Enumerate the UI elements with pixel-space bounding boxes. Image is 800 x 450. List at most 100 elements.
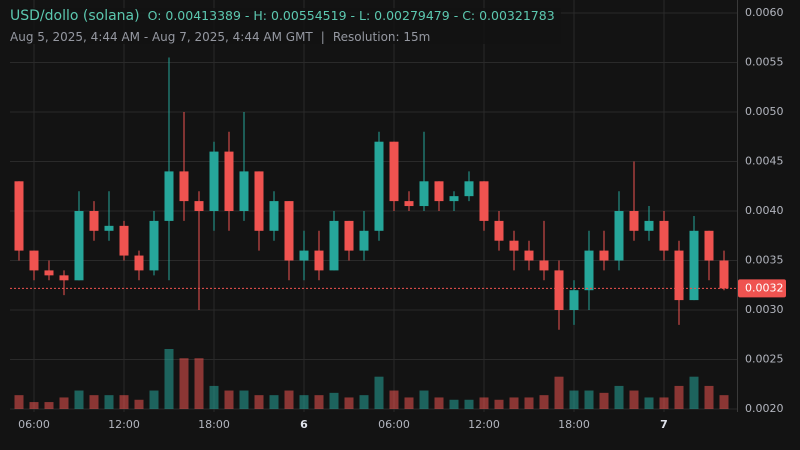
chart-header: USD/dollo (solana) O: 0.00413389 - H: 0.… xyxy=(10,8,561,44)
volume-bar xyxy=(569,390,579,409)
volume-bar xyxy=(524,397,534,409)
candle-body xyxy=(209,151,219,211)
candle-body xyxy=(269,201,279,231)
candle-body xyxy=(314,250,324,271)
candle-body xyxy=(164,171,174,221)
candle-body xyxy=(44,270,54,276)
candle-body xyxy=(674,250,684,301)
volume-bar xyxy=(44,402,54,409)
ohlc-row: USD/dollo (solana) O: 0.00413389 - H: 0.… xyxy=(10,8,555,24)
volume-bar xyxy=(89,395,99,409)
volume-bar xyxy=(149,390,159,409)
volume-bar xyxy=(134,399,144,409)
symbol: USD/dollo (solana) xyxy=(10,8,140,24)
volume-bar xyxy=(689,376,699,409)
volume-bar xyxy=(614,385,624,409)
volume-bar xyxy=(644,397,654,409)
x-tick-label: 12:00 xyxy=(468,418,500,431)
x-tick-label: 7 xyxy=(660,418,668,431)
candle-body xyxy=(539,260,549,271)
candle-body xyxy=(404,201,414,207)
y-tick-label: 0.0040 xyxy=(745,204,784,217)
separator: | xyxy=(320,30,325,44)
y-tick-label: 0.0045 xyxy=(745,155,784,168)
candle-body xyxy=(29,250,39,271)
candle-body xyxy=(359,230,369,251)
volume-bar xyxy=(494,399,504,409)
candle-body xyxy=(179,171,189,202)
candle-body xyxy=(254,171,264,231)
y-tick-label: 0.0030 xyxy=(745,303,784,316)
candle-body xyxy=(434,181,444,202)
candle-body xyxy=(239,171,249,211)
candle-body xyxy=(614,211,624,261)
resolution: Resolution: 15m xyxy=(332,30,431,44)
candle-body xyxy=(629,211,639,231)
open-value: O: 0.00413389 xyxy=(147,8,241,23)
x-tick-label: 6 xyxy=(300,418,308,431)
candle-body xyxy=(419,181,429,207)
candle-body xyxy=(449,196,459,202)
volume-bar xyxy=(224,390,234,409)
candle-body xyxy=(374,141,384,231)
candle-body xyxy=(119,225,129,256)
low-value: L: 0.00279479 xyxy=(359,8,450,23)
candle-body xyxy=(74,211,84,281)
candle-body xyxy=(284,201,294,261)
close-value: C: 0.00321783 xyxy=(462,8,555,23)
high-value: H: 0.00554519 xyxy=(253,8,347,23)
candle-body xyxy=(584,250,594,291)
candle-body xyxy=(509,240,519,251)
volume-bar xyxy=(389,390,399,409)
volume-bar xyxy=(674,385,684,409)
candle-body xyxy=(644,220,654,231)
y-tick-label: 0.0055 xyxy=(745,56,784,69)
volume-bar xyxy=(509,397,519,409)
x-tick-label: 06:00 xyxy=(18,418,50,431)
volume-bar xyxy=(59,397,69,409)
volume-bar xyxy=(239,390,249,409)
volume-bar xyxy=(419,390,429,409)
volume-bar xyxy=(14,395,24,409)
volume-bar xyxy=(584,390,594,409)
candle-body xyxy=(149,220,159,271)
candle-body xyxy=(569,290,579,310)
candle-body xyxy=(104,225,114,231)
candle-body xyxy=(194,201,204,211)
candle-body xyxy=(14,181,24,251)
candle-body xyxy=(494,220,504,241)
candle-body xyxy=(389,141,399,202)
volume-bar xyxy=(479,397,489,409)
last-price-tag xyxy=(738,279,786,298)
volume-bar xyxy=(344,397,354,409)
y-tick-label: 0.0050 xyxy=(745,105,784,118)
y-tick-label: 0.0025 xyxy=(745,353,784,366)
last-price-label: 0.0032 xyxy=(745,281,784,294)
volume-bar xyxy=(719,395,729,409)
volume-bar xyxy=(209,385,219,409)
volume-bar xyxy=(554,376,564,409)
volume-bar xyxy=(434,397,444,409)
volume-bar xyxy=(374,376,384,409)
candle-body xyxy=(464,181,474,197)
volume-bar xyxy=(179,358,189,409)
x-tick-label: 06:00 xyxy=(378,418,410,431)
volume-bar xyxy=(449,399,459,409)
date-range: Aug 5, 2025, 4:44 AM - Aug 7, 2025, 4:44… xyxy=(10,30,313,44)
candle-body xyxy=(299,250,309,261)
x-tick-label: 12:00 xyxy=(108,418,140,431)
candle-body xyxy=(524,250,534,261)
volume-bar xyxy=(164,349,174,409)
volume-bar xyxy=(74,390,84,409)
volume-bar xyxy=(404,397,414,409)
volume-bar xyxy=(284,390,294,409)
volume-bar xyxy=(119,395,129,409)
candle-body xyxy=(329,220,339,271)
volume-bar xyxy=(254,395,264,409)
candle-body xyxy=(224,151,234,211)
candle-body xyxy=(719,260,729,289)
candle-body xyxy=(479,181,489,221)
volume-bar xyxy=(194,358,204,409)
